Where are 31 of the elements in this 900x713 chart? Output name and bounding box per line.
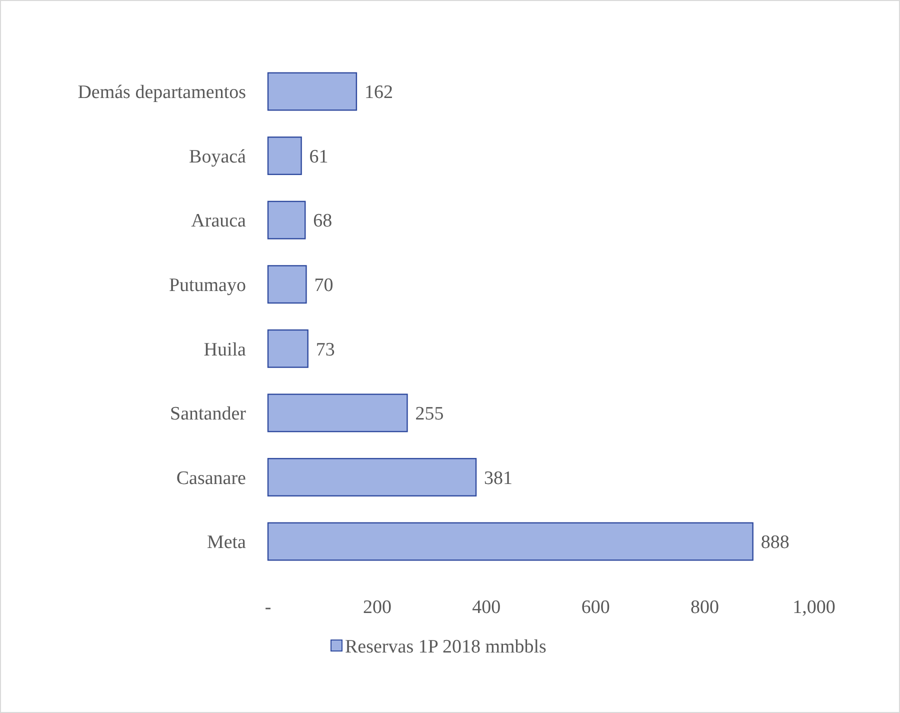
y-tick-label: Demás departamentos <box>78 82 246 104</box>
x-tick-label: 200 <box>362 597 392 618</box>
bar <box>267 522 754 561</box>
y-tick-label: Boyacá <box>189 146 247 168</box>
data-label: 162 <box>364 82 393 104</box>
x-tick-label: - <box>264 597 272 618</box>
data-label: 888 <box>760 532 790 554</box>
bar <box>267 72 358 111</box>
y-tick-label: Santander <box>170 404 247 425</box>
data-label: 61 <box>309 146 328 168</box>
data-label: 68 <box>313 210 332 232</box>
y-tick-label: Meta <box>206 532 247 554</box>
bar <box>267 329 308 368</box>
bar <box>267 394 408 432</box>
x-tick-label: 600 <box>581 597 610 618</box>
data-label: 73 <box>316 339 335 360</box>
y-tick-label: Casanare <box>176 468 246 489</box>
bar <box>267 200 306 240</box>
y-tick-label: Putumayo <box>168 275 246 296</box>
x-tick-label: 1,000 <box>792 597 836 618</box>
y-tick-label: Huila <box>204 339 247 360</box>
x-tick-label: 400 <box>472 597 501 618</box>
x-tick-label: 800 <box>690 597 720 618</box>
y-tick-label: Arauca <box>191 210 247 232</box>
legend-label: Reservas 1P 2018 mmbbls <box>345 636 546 658</box>
bar <box>267 265 307 304</box>
bar <box>267 458 477 496</box>
data-label: 255 <box>415 404 444 425</box>
data-label: 381 <box>484 468 513 489</box>
data-label: 70 <box>314 275 334 296</box>
bar <box>267 136 302 176</box>
